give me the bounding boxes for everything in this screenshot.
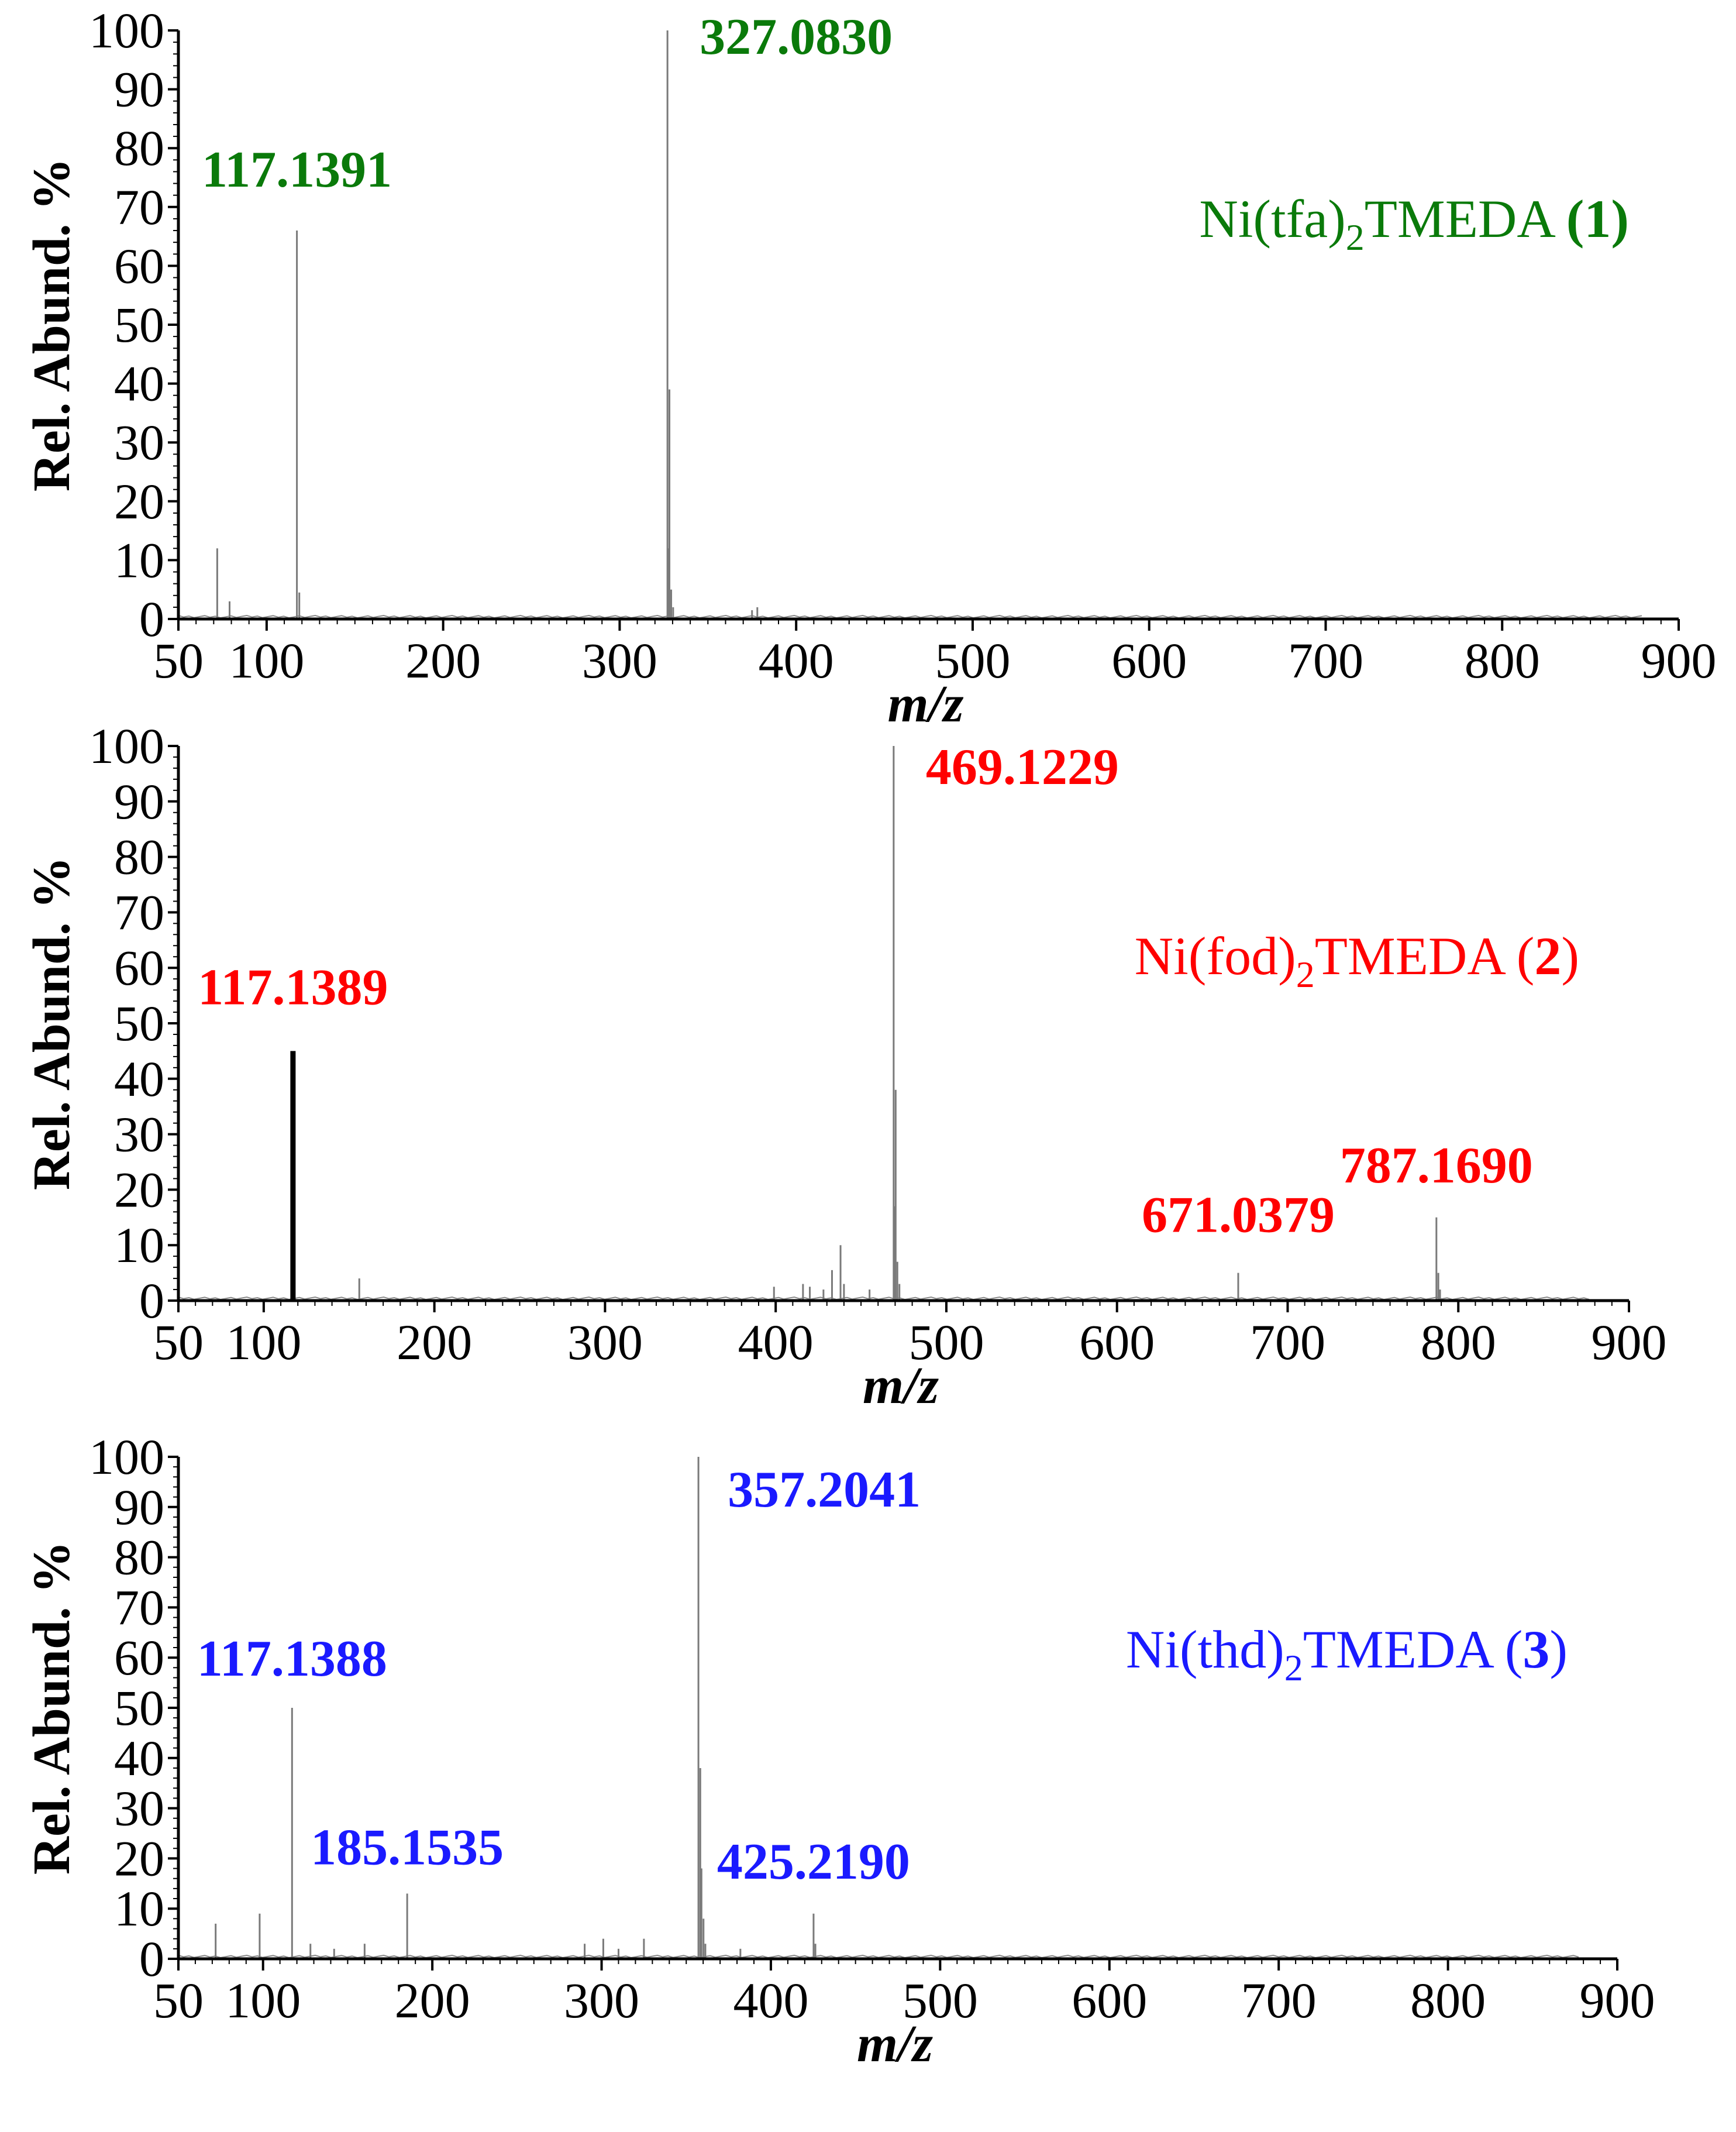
x-axis-title: m/z: [857, 2015, 933, 2073]
y-tick-label: 20: [114, 1830, 164, 1886]
y-tick-label: 10: [114, 532, 164, 588]
y-tick-label: 80: [114, 1529, 164, 1586]
peak-annotation: 327.0830: [700, 9, 893, 66]
y-axis-title: Rel. Abund. %: [23, 1541, 81, 1875]
y-tick-label: 60: [114, 238, 164, 294]
x-tick-label: 900: [1580, 1972, 1655, 2028]
y-tick-label: 100: [89, 1429, 164, 1485]
x-tick-label: 800: [1421, 1314, 1496, 1370]
compound-label: Ni(tfa)2TMEDA (1): [1199, 189, 1629, 258]
x-tick-label: 300: [564, 1972, 639, 2028]
y-tick-label: 80: [114, 120, 164, 176]
y-tick-label: 60: [114, 940, 164, 996]
y-tick-label: 30: [114, 1106, 164, 1163]
y-tick-label: 50: [114, 1680, 164, 1736]
x-tick-label: 50: [153, 1972, 204, 2028]
baseline-noise: [178, 614, 1642, 619]
y-tick-label: 0: [139, 1273, 164, 1329]
y-tick-label: 90: [114, 1479, 164, 1535]
x-tick-label: 700: [1250, 1314, 1325, 1370]
peak-annotation: 357.2041: [728, 1462, 921, 1518]
y-tick-label: 70: [114, 884, 164, 940]
peak-annotation: 787.1690: [1340, 1137, 1533, 1194]
x-tick-label: 700: [1288, 632, 1363, 689]
x-tick-label: 50: [153, 1314, 204, 1370]
y-tick-label: 50: [114, 995, 164, 1051]
y-tick-label: 70: [114, 179, 164, 235]
baseline-noise: [178, 1954, 1579, 1959]
y-tick-label: 30: [114, 1780, 164, 1837]
x-tick-label: 100: [225, 1972, 301, 2028]
x-tick-label: 600: [1079, 1314, 1155, 1370]
y-tick-label: 20: [114, 473, 164, 529]
x-tick-label: 200: [397, 1314, 472, 1370]
x-tick-label: 300: [582, 632, 657, 689]
x-tick-label: 300: [567, 1314, 643, 1370]
y-tick-label: 40: [114, 1051, 164, 1107]
y-tick-label: 10: [114, 1880, 164, 1937]
x-tick-label: 900: [1592, 1314, 1667, 1370]
y-tick-label: 40: [114, 1730, 164, 1786]
x-tick-label: 900: [1641, 632, 1717, 689]
peak-annotation: 425.2190: [717, 1834, 910, 1890]
y-tick-label: 50: [114, 297, 164, 353]
y-tick-label: 80: [114, 829, 164, 885]
x-tick-label: 700: [1241, 1972, 1317, 2028]
y-tick-label: 30: [114, 414, 164, 470]
x-tick-label: 800: [1410, 1972, 1486, 2028]
y-axis-title: Rel. Abund. %: [23, 158, 81, 491]
peak-annotation: 117.1388: [197, 1631, 387, 1687]
baseline-noise: [178, 1296, 1590, 1301]
x-tick-label: 400: [738, 1314, 814, 1370]
x-axis-title: m/z: [863, 1357, 939, 1415]
y-tick-label: 90: [114, 61, 164, 118]
peak-annotation: 185.1535: [311, 1819, 504, 1876]
y-tick-label: 0: [139, 1931, 164, 1987]
y-tick-label: 60: [114, 1629, 164, 1686]
x-tick-label: 500: [935, 632, 1010, 689]
x-tick-label: 200: [405, 632, 481, 689]
x-axis-title: m/z: [887, 675, 963, 733]
peak-annotation: 117.1389: [198, 959, 388, 1016]
x-tick-label: 400: [733, 1972, 808, 2028]
x-tick-label: 600: [1072, 1972, 1147, 2028]
compound-label: Ni(thd)2TMEDA (3): [1126, 1619, 1568, 1689]
x-tick-label: 400: [759, 632, 834, 689]
y-tick-label: 100: [89, 718, 164, 774]
y-tick-label: 90: [114, 773, 164, 830]
peak-annotation: 671.0379: [1142, 1187, 1335, 1244]
x-tick-label: 200: [395, 1972, 470, 2028]
x-tick-label: 100: [226, 1314, 301, 1370]
y-tick-label: 70: [114, 1579, 164, 1635]
y-tick-label: 20: [114, 1161, 164, 1218]
y-tick-label: 0: [139, 591, 164, 647]
x-tick-label: 800: [1465, 632, 1540, 689]
x-tick-label: 100: [229, 632, 304, 689]
y-tick-label: 40: [114, 356, 164, 412]
peak-annotation: 469.1229: [926, 739, 1119, 796]
y-tick-label: 10: [114, 1217, 164, 1273]
x-tick-label: 500: [908, 1314, 984, 1370]
y-tick-label: 100: [89, 2, 164, 59]
x-tick-label: 600: [1111, 632, 1187, 689]
x-tick-label: 500: [903, 1972, 978, 2028]
x-tick-label: 50: [153, 632, 204, 689]
y-axis-title: Rel. Abund. %: [23, 857, 81, 1190]
compound-label: Ni(fod)2TMEDA (2): [1135, 926, 1579, 995]
peak-annotation: 117.1391: [202, 142, 392, 198]
